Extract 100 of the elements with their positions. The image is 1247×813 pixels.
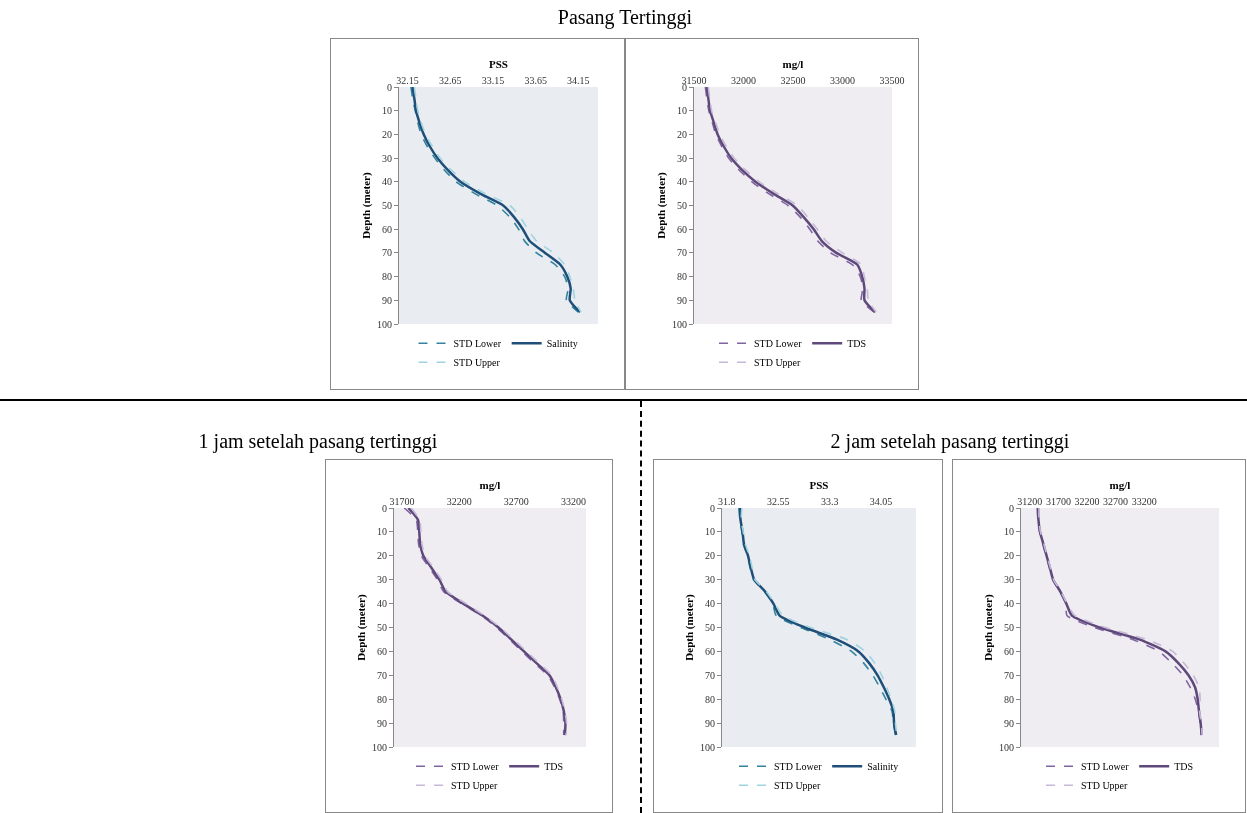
y-tick-label: 80 [705, 693, 715, 705]
y-tick-label: 90 [1004, 717, 1014, 729]
y-tick-label: 10 [677, 105, 687, 117]
x-tick-label: 31200 [1017, 496, 1043, 507]
x-tick-label: 32500 [780, 75, 806, 86]
x-tick-label: 32.15 [396, 75, 419, 86]
y-tick-label: 90 [382, 294, 392, 306]
y-tick-label: 100 [700, 741, 715, 753]
y-tick-label: 0 [387, 81, 392, 93]
legend-label: STD Lower [1081, 761, 1130, 773]
y-axis-title: Depth (meter) [981, 594, 995, 661]
y-tick-label: 100 [377, 318, 392, 330]
legend-label: STD Upper [1081, 780, 1129, 792]
x-tick-label: 33200 [1131, 496, 1157, 507]
y-tick-label: 10 [377, 526, 387, 538]
legend-label: STD Lower [451, 761, 500, 773]
y-tick-label: 20 [382, 128, 392, 140]
legend-label: STD Upper [451, 780, 499, 792]
y-tick-label: 40 [382, 176, 392, 188]
y-tick-label: 70 [705, 669, 715, 681]
legend-label: TDS [847, 338, 867, 350]
y-tick-label: 30 [382, 152, 392, 164]
x-tick-label: 31700 [389, 496, 415, 507]
x-axis-title: mg/l [782, 57, 804, 70]
x-tick-label: 33.65 [524, 75, 547, 86]
x-tick-label: 31.8 [718, 496, 736, 507]
chart-title: 1 jam setelah pasang tertinggi [198, 430, 438, 453]
legend-label: STD Upper [453, 357, 501, 369]
x-tick-label: 32200 [1074, 496, 1100, 507]
x-tick-label: 32.65 [438, 75, 462, 86]
y-tick-label: 20 [677, 128, 687, 140]
y-tick-label: 50 [705, 622, 715, 633]
y-tick-label: 90 [705, 717, 715, 729]
y-tick-label: 60 [382, 223, 392, 235]
x-tick-label: 33500 [879, 75, 905, 86]
y-tick-label: 20 [1004, 550, 1014, 562]
x-tick-label: 33.15 [481, 75, 505, 86]
y-tick-label: 20 [705, 550, 715, 562]
y-tick-label: 0 [710, 502, 715, 514]
chart-title: 2 jam setelah pasang tertinggi [830, 430, 1070, 453]
y-tick-label: 50 [382, 200, 392, 211]
y-tick-label: 60 [677, 223, 687, 235]
y-tick-label: 80 [1004, 693, 1014, 705]
x-axis-title: PSS [489, 57, 508, 70]
x-axis-title: mg/l [479, 478, 501, 491]
y-tick-label: 40 [377, 598, 387, 610]
legend-label: TDS [544, 761, 564, 773]
y-tick-label: 30 [677, 152, 687, 164]
legend-label: STD Lower [754, 338, 803, 350]
y-tick-label: 70 [1004, 669, 1014, 681]
x-tick-label: 32000 [731, 75, 756, 86]
x-tick-label: 32200 [446, 496, 472, 507]
y-tick-label: 100 [372, 741, 387, 753]
y-tick-label: 30 [705, 574, 715, 586]
y-tick-label: 50 [1004, 622, 1014, 633]
y-tick-label: 100 [999, 741, 1014, 753]
y-tick-label: 60 [1004, 645, 1014, 657]
x-tick-label: 34.05 [869, 496, 893, 507]
y-tick-label: 60 [705, 645, 715, 657]
legend-label: STD Lower [453, 338, 502, 350]
legend-label: TDS [1174, 761, 1194, 773]
legend-label: Salinity [867, 761, 899, 773]
y-tick-label: 70 [377, 669, 387, 681]
y-tick-label: 70 [677, 247, 687, 259]
y-tick-label: 10 [1004, 526, 1014, 538]
y-tick-label: 10 [705, 526, 715, 538]
y-tick-label: 80 [677, 271, 687, 283]
y-tick-label: 80 [377, 693, 387, 705]
x-tick-label: 34.15 [567, 75, 590, 86]
x-tick-label: 33.3 [820, 496, 839, 507]
y-tick-label: 90 [377, 717, 387, 729]
x-tick-label: 33000 [830, 75, 855, 86]
legend-label: Salinity [546, 338, 578, 350]
x-tick-label: 32.55 [766, 496, 790, 507]
y-tick-label: 40 [677, 176, 687, 188]
legend-label: STD Upper [774, 780, 822, 792]
y-tick-label: 0 [382, 502, 387, 514]
chart-title: Pasang Tertinggi [557, 6, 693, 29]
legend-label: STD Lower [774, 761, 823, 773]
x-tick-label: 32700 [1103, 496, 1129, 507]
y-tick-label: 70 [382, 247, 392, 259]
x-tick-label: 31700 [1045, 496, 1071, 507]
x-axis-title: mg/l [1109, 478, 1131, 491]
y-tick-label: 10 [382, 105, 392, 117]
y-tick-label: 50 [377, 622, 387, 633]
legend-label: STD Upper [754, 357, 802, 369]
y-tick-label: 100 [672, 318, 687, 330]
y-tick-label: 40 [1004, 598, 1014, 610]
y-tick-label: 30 [377, 574, 387, 586]
x-axis-title: PSS [809, 478, 829, 491]
y-tick-label: 40 [705, 598, 715, 610]
y-tick-label: 50 [677, 200, 687, 211]
y-tick-label: 30 [1004, 574, 1014, 586]
y-tick-label: 80 [382, 271, 392, 283]
x-tick-label: 33200 [560, 496, 586, 507]
y-axis-title: Depth (meter) [354, 594, 368, 661]
y-axis-title: Depth (meter) [654, 172, 668, 239]
y-tick-label: 0 [1009, 502, 1014, 514]
y-tick-label: 60 [377, 645, 387, 657]
y-axis-title: Depth (meter) [359, 172, 373, 239]
